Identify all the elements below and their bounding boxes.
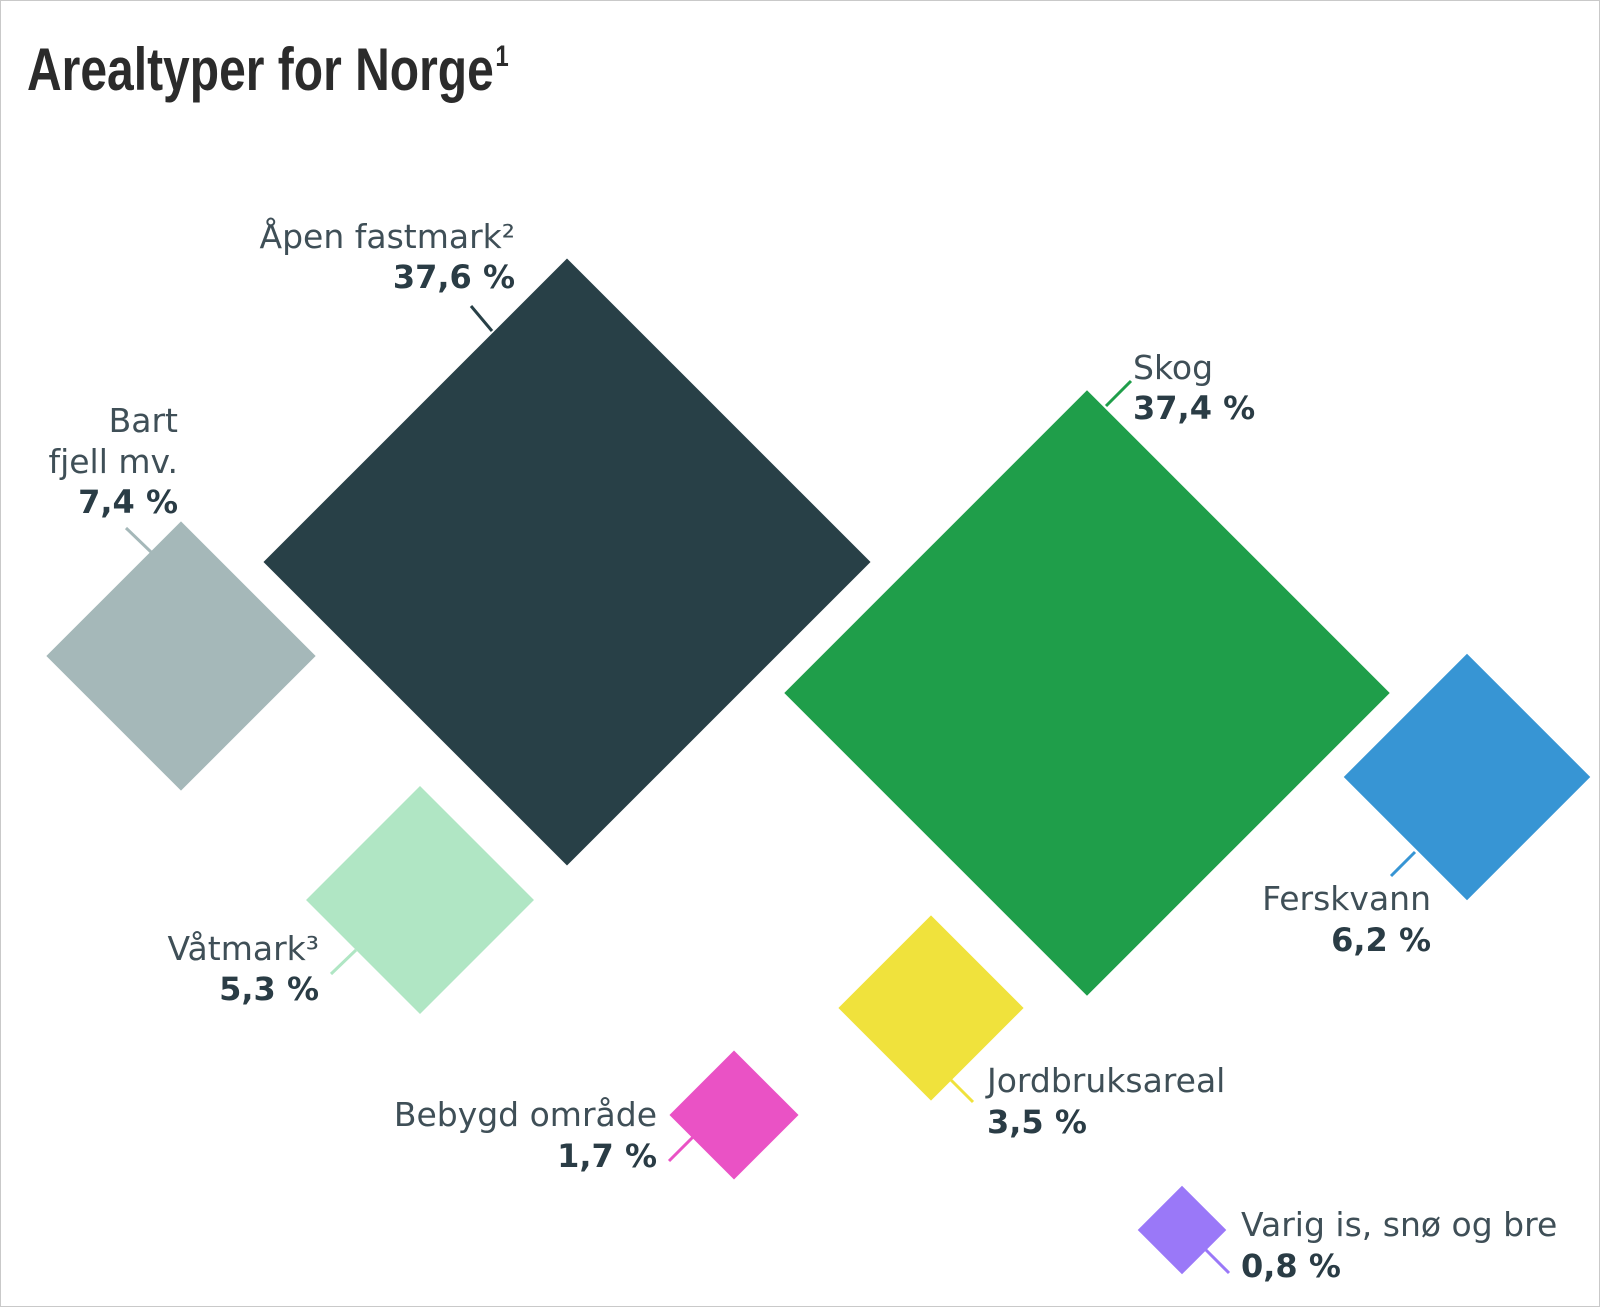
- category-label-apen: Åpen fastmark²: [260, 216, 515, 256]
- leader-line-varig: [1203, 1247, 1231, 1275]
- leader-line-bebygd: [667, 1135, 695, 1163]
- value-label-bart: 7,4 %: [78, 483, 178, 521]
- category-label-ferskvann: Ferskvann: [1262, 879, 1431, 918]
- category-label-bart: Bart fjell mv.: [48, 401, 178, 481]
- chart-title: Arealtyper for Norge1: [27, 36, 509, 103]
- leader-line-ferskvann: [1389, 850, 1417, 878]
- value-label-ferskvann: 6,2 %: [1331, 921, 1431, 959]
- leader-line-apen: [469, 305, 494, 332]
- leader-line-bart: [124, 526, 153, 554]
- leader-line-vatmark: [329, 948, 358, 976]
- category-label-bebygd: Bebygd område: [394, 1095, 657, 1134]
- diamond-ferskvann: [1343, 653, 1591, 901]
- category-label-varig: Varig is, snø og bre: [1241, 1205, 1557, 1244]
- value-label-jordbruk: 3,5 %: [987, 1103, 1087, 1141]
- category-label-jordbruk: Jordbruksareal: [985, 1061, 1225, 1100]
- category-label-vatmark: Våtmark³: [168, 929, 319, 968]
- value-label-apen: 37,6 %: [393, 258, 515, 296]
- diamond-group-bart: Bart fjell mv.7,4 %: [46, 401, 316, 791]
- diamond-bebygd: [669, 1050, 799, 1180]
- leader-line-jordbruk: [947, 1076, 975, 1104]
- diamond-bart: [46, 521, 316, 791]
- value-label-vatmark: 5,3 %: [219, 970, 319, 1008]
- diamond-jordbruk: [838, 915, 1024, 1101]
- value-label-varig: 0,8 %: [1241, 1247, 1341, 1285]
- leader-line-skog: [1104, 379, 1133, 408]
- diamond-apen: [263, 258, 871, 866]
- diamond-skog: [784, 390, 1390, 996]
- value-label-bebygd: 1,7 %: [557, 1137, 657, 1175]
- category-label-skog: Skog: [1133, 348, 1213, 387]
- value-label-skog: 37,4 %: [1133, 389, 1255, 427]
- diamond-varig: [1137, 1185, 1227, 1275]
- diamond-vatmark: [306, 786, 534, 1014]
- title-footnote-marker: 1: [495, 40, 509, 73]
